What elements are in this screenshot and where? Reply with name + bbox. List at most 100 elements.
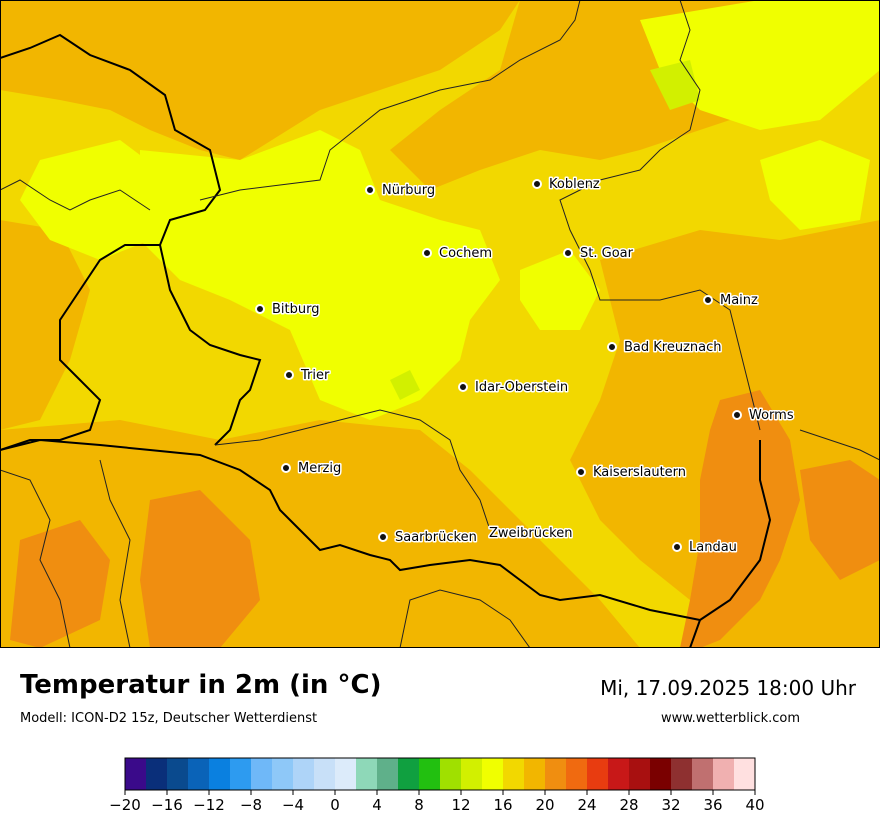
- temperature-map: Nürburg Koblenz Cochem St. Goar Mainz Bi…: [0, 0, 880, 648]
- city-label: Cochem: [439, 246, 492, 261]
- legend-swatch: [482, 758, 504, 790]
- legend-swatch: [398, 758, 420, 790]
- city-label: Zweibrücken: [489, 526, 572, 541]
- legend-ticks: −20 −16 −12 −8 −4 0 4 8 12 16 20 24 28 32 36 40: [109, 790, 765, 814]
- legend-swatch: [209, 758, 231, 790]
- legend-swatch: [440, 758, 462, 790]
- legend-tick-label: 4: [372, 796, 382, 814]
- city-markers: Nürburg Koblenz Cochem St. Goar Mainz Bi…: [255, 176, 795, 557]
- legend-swatch: [314, 758, 336, 790]
- city-worms: Worms: [732, 407, 795, 425]
- city-koblenz: Koblenz: [532, 176, 601, 194]
- city-zweibruecken: Zweibrücken: [488, 525, 574, 543]
- legend-swatch: [146, 758, 168, 790]
- legend-tick-label: −4: [282, 796, 304, 814]
- legend-swatch: [524, 758, 546, 790]
- legend-swatch: [125, 758, 147, 790]
- country-borders: [0, 33, 772, 648]
- legend-swatch: [461, 758, 483, 790]
- legend-tick-label: −20: [109, 796, 141, 814]
- city-st-goar: St. Goar: [563, 245, 635, 263]
- legend-tick-label: −16: [151, 796, 183, 814]
- region-bright-yellow-northeast: [640, 0, 880, 130]
- legend-swatch: [167, 758, 189, 790]
- legend-swatch: [545, 758, 567, 790]
- city-label: Landau: [689, 540, 737, 555]
- legend-tick-label: 36: [703, 796, 722, 814]
- region-bright-yellow-center: [140, 130, 500, 420]
- legend-tick-label: 40: [745, 796, 764, 814]
- legend-swatch: [230, 758, 252, 790]
- city-mainz: Mainz: [703, 292, 760, 310]
- city-idar-oberstein: Idar-Oberstein: [458, 379, 570, 397]
- city-label: Bad Kreuznach: [624, 340, 722, 355]
- city-cochem: Cochem: [422, 245, 494, 263]
- map-title: Temperatur in 2m (in °C): [20, 670, 382, 700]
- legend-swatch: [692, 758, 714, 790]
- legend-tick-label: −8: [240, 796, 262, 814]
- state-borders: [0, 0, 880, 648]
- legend-tick-label: 8: [414, 796, 424, 814]
- website-link[interactable]: www.wetterblick.com: [660, 711, 800, 726]
- color-legend: −20 −16 −12 −8 −4 0 4 8 12 16 20 24 28 32 36 40: [109, 757, 765, 814]
- legend-swatches: [124, 757, 756, 791]
- city-bad-kreuznach: Bad Kreuznach: [607, 339, 723, 357]
- city-kaiserslautern: Kaiserslautern: [576, 464, 688, 482]
- city-merzig: Merzig: [281, 460, 343, 478]
- city-trier: Trier: [284, 367, 331, 385]
- city-label: Saarbrücken: [395, 530, 477, 545]
- legend-swatch: [356, 758, 378, 790]
- city-label: Koblenz: [549, 177, 600, 192]
- legend-tick-label: −12: [193, 796, 225, 814]
- city-landau: Landau: [672, 539, 738, 557]
- legend-swatch: [293, 758, 315, 790]
- region-bright-yellow-east: [760, 140, 870, 230]
- legend-swatch: [671, 758, 693, 790]
- region-orange-yellow-west: [0, 220, 90, 430]
- city-label: Merzig: [298, 461, 341, 476]
- city-nuerburg: Nürburg: [365, 182, 437, 200]
- legend-tick-label: 24: [577, 796, 596, 814]
- legend-swatch: [335, 758, 357, 790]
- legend-tick-label: 0: [330, 796, 340, 814]
- legend-tick-label: 12: [451, 796, 470, 814]
- region-orange-rhine-valley: [680, 390, 800, 648]
- legend-swatch: [503, 758, 525, 790]
- city-label: Bitburg: [272, 302, 320, 317]
- legend-tick-label: 32: [661, 796, 680, 814]
- region-orange-southwest: [10, 520, 110, 648]
- model-info: Modell: ICON-D2 15z, Deutscher Wetterdie…: [20, 711, 318, 726]
- region-orange-yellow-nw: [0, 0, 520, 160]
- legend-swatch: [377, 758, 399, 790]
- city-label: Idar-Oberstein: [475, 380, 568, 395]
- legend-swatch: [650, 758, 672, 790]
- legend-swatch: [734, 758, 756, 790]
- city-bitburg: Bitburg: [255, 301, 321, 319]
- region-lime-northeast: [650, 60, 700, 110]
- city-saarbruecken: Saarbrücken: [378, 529, 478, 547]
- legend-swatch: [251, 758, 273, 790]
- legend-tick-label: 16: [493, 796, 512, 814]
- legend-frame: [124, 757, 756, 791]
- legend-swatch: [566, 758, 588, 790]
- legend-swatch: [419, 758, 441, 790]
- region-orange-southeast: [800, 460, 880, 580]
- city-label: Trier: [300, 368, 330, 383]
- region-bright-yellow-rhine: [520, 250, 600, 330]
- city-label: St. Goar: [580, 246, 634, 261]
- city-label: Nürburg: [382, 183, 435, 198]
- valid-time: Mi, 17.09.2025 18:00 Uhr: [600, 676, 856, 700]
- legend-swatch: [587, 758, 609, 790]
- legend-tick-label: 28: [619, 796, 638, 814]
- region-lime-center: [390, 370, 420, 400]
- city-label: Mainz: [720, 293, 758, 308]
- legend-swatch: [188, 758, 210, 790]
- legend-swatch: [608, 758, 630, 790]
- legend-swatch: [713, 758, 735, 790]
- legend-tick-label: 20: [535, 796, 554, 814]
- city-label: Worms: [749, 408, 794, 423]
- region-orange-south: [140, 490, 260, 648]
- legend-swatch: [629, 758, 651, 790]
- legend-swatch: [272, 758, 294, 790]
- city-label: Kaiserslautern: [593, 465, 686, 480]
